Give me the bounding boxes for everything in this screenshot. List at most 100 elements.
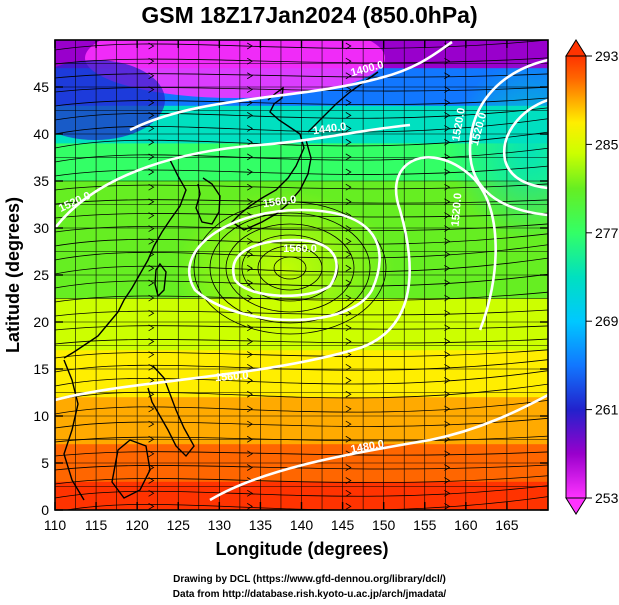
streamline [64,496,548,510]
contour-line [502,98,548,190]
streamline-arrow [444,324,451,332]
streamline-arrow [345,264,352,272]
streamline-arrow [246,338,253,345]
coastline-china [63,159,187,359]
streamline [55,349,548,359]
streamline-arrow [444,183,451,191]
streamline [55,257,548,275]
streamline [55,464,548,471]
height-contours [55,40,548,502]
contour-label: 1480.0 [350,438,385,456]
streamline-arrow [444,377,451,384]
streamline-arrow [148,42,155,50]
streamline-arrow [246,420,253,428]
x-tick-label: 145 [331,517,355,533]
colorbar-tick-label: 277 [595,225,619,241]
streamline-arrow [444,420,451,428]
anticyclone-streamline [193,201,387,335]
streamline-arrow [444,42,451,50]
streamline-arrow [345,168,352,176]
streamline-arrow [345,153,352,161]
y-tick-label: 15 [33,361,49,377]
coastline-indochina [63,359,85,501]
y-tick-label: 35 [33,173,49,189]
streamline [55,199,548,205]
streamline-arrow [148,351,155,358]
streamline-arrow [148,324,155,332]
streamline-arrow [246,237,253,245]
temperature-field [55,40,548,510]
streamline-arrow [345,338,352,345]
streamline-arrow [345,86,352,93]
streamline [55,57,548,65]
streamline-arrow [246,125,253,132]
y-tick-label: 45 [33,79,49,95]
streamline-arrow [444,198,451,206]
y-tick-label: 40 [33,126,49,142]
streamline-arrow [444,251,451,258]
streamline-arrow [246,251,253,258]
streamline-arrow [444,363,451,371]
streamline-arrow [345,72,352,80]
streamline-arrow [444,57,451,65]
streamline-arrow [444,72,451,80]
x-tick-label: 140 [290,517,314,533]
streamline-arrow [444,294,451,302]
streamline-arrow [345,324,352,332]
colorbar-tick-label: 293 [595,48,619,64]
streamline-arrow [148,264,155,272]
streamline-arrow [148,450,155,458]
anticyclone-streamline [273,256,307,280]
streamline-arrow [148,338,155,345]
streamline-arrow [345,363,352,371]
streamline-arrow [148,420,155,428]
streamline [55,40,548,51]
x-tick-label: 130 [208,517,232,533]
streamline-arrow [148,72,155,80]
streamline-arrow [444,489,451,497]
coastline-japan [230,86,312,231]
streamline-arrow [246,112,253,119]
colorbar-tick-label: 261 [595,402,619,418]
cold-pool [55,60,165,140]
streamline [55,97,548,107]
colorbar-tick-label: 285 [595,136,619,152]
streamline-arrow [148,464,155,471]
contour-label: 1560.0 [215,370,249,384]
streamline-arrow [246,503,253,510]
contour-line [129,40,453,132]
streamline-arrow [148,363,155,371]
streamline-arrow [148,477,155,484]
credit-line-2: Data from http://database.rish.kyoto-u.a… [172,589,447,600]
x-tick-label: 110 [44,517,67,533]
streamline-arrow [345,125,352,132]
streamline-arrow [148,112,155,119]
streamline-arrow [444,225,451,232]
contour-label: 1440.0 [312,121,347,138]
streamline-arrow [246,168,253,176]
streamline-arrow [345,503,352,510]
streamline-arrow [444,477,451,484]
x-tick-label: 135 [249,517,273,533]
streamline [55,107,548,121]
y-tick-label: 5 [41,455,49,471]
streamline-arrow [246,183,253,191]
streamline-arrow [444,237,451,245]
streamline-arrow [148,225,155,232]
y-tick-label: 30 [33,220,49,236]
streamline-arrow [148,309,155,317]
streamline-arrow [345,57,352,65]
streamline-arrow [444,168,451,176]
streamline-arrow [345,198,352,206]
streamline [55,325,548,331]
colorbar-max-arrow [565,39,587,57]
contour-label: 1560.0 [283,243,317,255]
streamline-arrow [148,405,155,413]
credit-line-1: Drawing by DCL (https://www.gfd-dennou.o… [173,574,446,585]
streamline-arrow [148,57,155,65]
coastline-philippines [147,365,195,458]
streamline [55,86,548,93]
streamline-arrow [444,153,451,161]
streamline-arrow [444,351,451,358]
x-tick-label: 125 [167,517,191,533]
